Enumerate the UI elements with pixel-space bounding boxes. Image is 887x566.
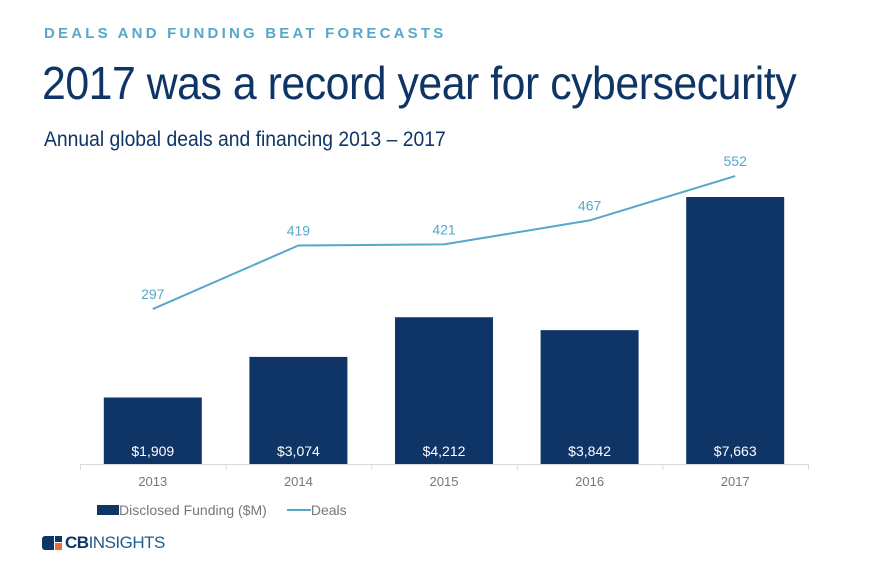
cb-insights-logo-icon bbox=[42, 536, 62, 550]
deals-value-label-2015: 421 bbox=[432, 221, 456, 237]
deals-value-label-2016: 467 bbox=[578, 197, 602, 213]
legend-swatch-deals bbox=[286, 509, 311, 511]
bar-2013 bbox=[103, 397, 202, 464]
logo-text-cb: CB bbox=[65, 533, 89, 552]
chart-legend: Disclosed Funding ($M) Deals bbox=[97, 502, 347, 518]
deals-value-label-2014: 419 bbox=[287, 222, 311, 238]
bar-value-label-2016: $3,842 bbox=[568, 443, 611, 459]
x-tick-label-2016: 2016 bbox=[575, 474, 604, 489]
kicker-heading: DEALS AND FUNDING BEAT FORECASTS bbox=[44, 25, 447, 42]
bar-2015 bbox=[395, 317, 493, 464]
deals-value-label-2013: 297 bbox=[141, 286, 165, 302]
chart-subtitle: Annual global deals and financing 2013 –… bbox=[44, 128, 446, 151]
bar-value-label-2015: $4,212 bbox=[423, 443, 466, 459]
x-tick-label-2014: 2014 bbox=[284, 474, 313, 489]
legend-label-deals: Deals bbox=[310, 502, 347, 518]
x-tick-label-2017: 2017 bbox=[721, 474, 750, 489]
x-tick-label-2013: 2013 bbox=[138, 474, 167, 489]
bar-2014 bbox=[249, 356, 348, 464]
logo-text-insights: INSIGHTS bbox=[88, 533, 166, 552]
bar-value-label-2017: $7,663 bbox=[714, 443, 757, 459]
bar-value-label-2014: $3,074 bbox=[277, 443, 320, 459]
x-tick-label-2015: 2015 bbox=[430, 474, 459, 489]
legend-label-funding: Disclosed Funding ($M) bbox=[119, 502, 267, 518]
bar-value-label-2013: $1,909 bbox=[131, 443, 174, 459]
cb-insights-logo: CB INSIGHTS bbox=[42, 533, 165, 553]
page-title: 2017 was a record year for cybersecurity bbox=[42, 57, 797, 109]
deals-value-label-2017: 552 bbox=[724, 153, 748, 169]
legend-swatch-funding bbox=[97, 505, 119, 515]
deals-line bbox=[152, 175, 736, 311]
bar-2017 bbox=[686, 197, 785, 464]
bar-2016 bbox=[540, 330, 639, 464]
